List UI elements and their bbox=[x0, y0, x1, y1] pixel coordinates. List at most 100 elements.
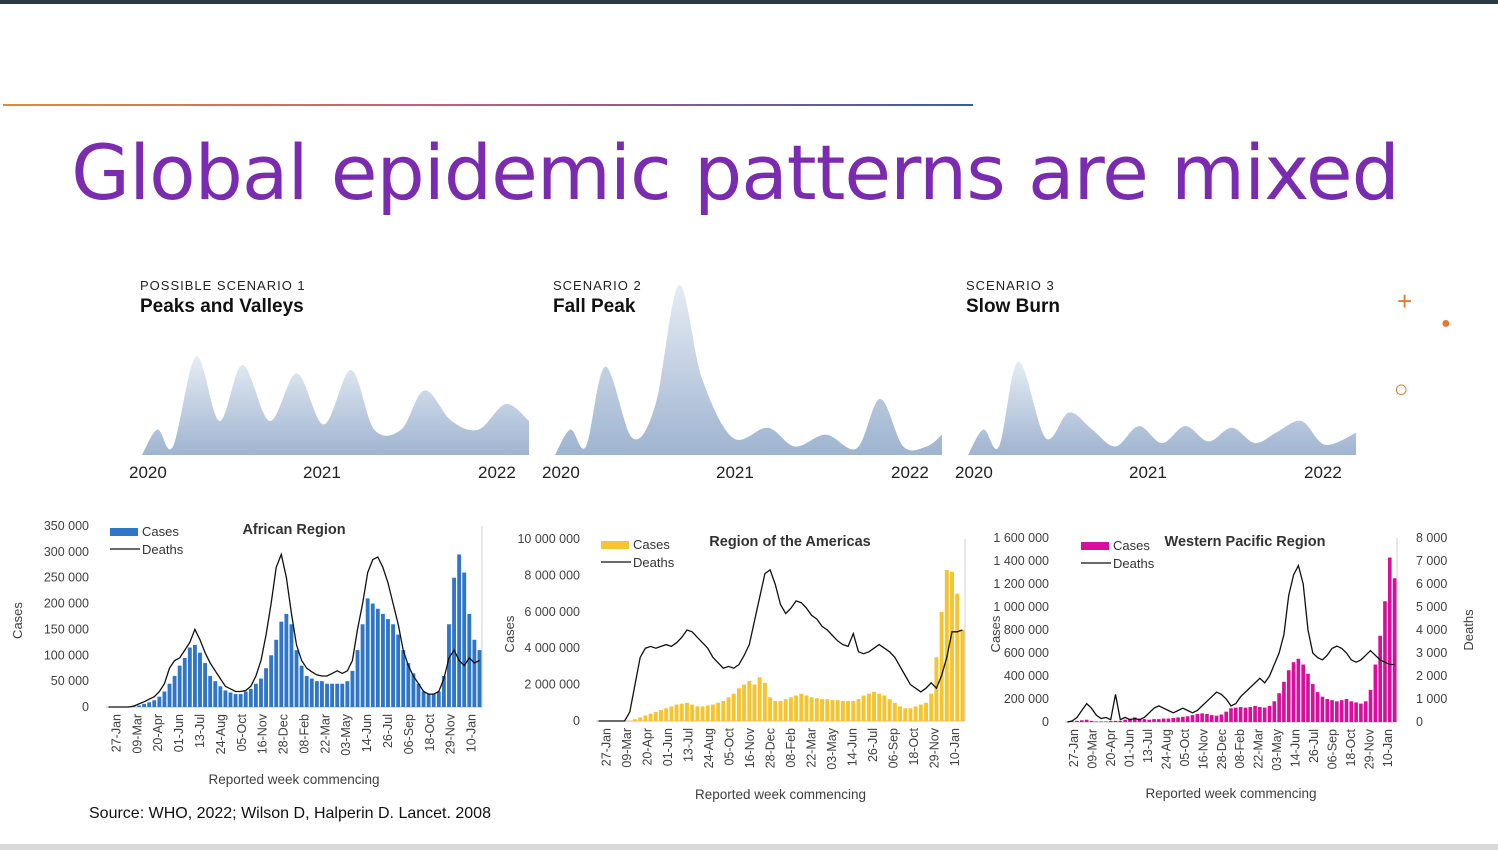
bar-cases bbox=[294, 650, 299, 707]
legend-cases-label: Cases bbox=[142, 524, 179, 539]
scenario-2-label: SCENARIO 2 bbox=[553, 278, 642, 293]
bar-cases bbox=[861, 695, 866, 721]
bar-cases bbox=[1094, 721, 1099, 722]
y-tick-label: 800 000 bbox=[1004, 623, 1049, 637]
bar-cases bbox=[203, 663, 208, 707]
bar-cases bbox=[1282, 681, 1286, 722]
x-tick-label: 03-May bbox=[825, 727, 839, 769]
y-tick-label: 150 000 bbox=[44, 622, 89, 636]
title-divider bbox=[3, 104, 973, 106]
bar-cases bbox=[1205, 713, 1209, 722]
bar-cases bbox=[142, 703, 147, 707]
scenario-2-name: Fall Peak bbox=[553, 296, 636, 317]
y2-tick-label: 8 000 bbox=[1416, 531, 1447, 545]
bar-cases bbox=[1118, 720, 1123, 722]
y-tick-label: 2 000 000 bbox=[524, 678, 580, 692]
legend-cases-swatch bbox=[601, 541, 629, 549]
x-tick-label: 05-Oct bbox=[235, 713, 249, 751]
bar-cases bbox=[856, 699, 861, 721]
bar-cases bbox=[757, 677, 762, 721]
bar-cases bbox=[1224, 711, 1229, 722]
bar-cases bbox=[1171, 717, 1176, 722]
bar-cases bbox=[752, 684, 757, 721]
bar-cases bbox=[924, 702, 928, 721]
x-tick-label: 28-Dec bbox=[1215, 729, 1229, 769]
chart-title: African Region bbox=[242, 522, 345, 538]
bar-cases bbox=[1243, 707, 1248, 722]
x-tick-label: 22-Mar bbox=[1252, 729, 1266, 769]
bar-cases bbox=[1214, 715, 1219, 722]
y2-tick-label: 6 000 bbox=[1416, 577, 1447, 591]
bar-cases bbox=[223, 690, 228, 707]
bar-cases bbox=[1219, 714, 1224, 722]
x-tick-label: 01-Jun bbox=[172, 714, 186, 752]
bar-cases bbox=[1291, 662, 1296, 722]
chart-2: 10 000 000 8 000 000 6 000 000 4 000 000 2 0… bbox=[502, 532, 966, 802]
scenario-2-area bbox=[555, 284, 942, 455]
bar-cases bbox=[794, 695, 799, 721]
bar-cases bbox=[1089, 720, 1094, 722]
bar-cases bbox=[157, 696, 162, 707]
bar-cases bbox=[950, 571, 954, 721]
legend-cases-swatch bbox=[1081, 542, 1109, 550]
x-tick-label: 20-Apr bbox=[151, 714, 165, 752]
y2-tick-label: 0 bbox=[1416, 715, 1423, 729]
y-tick-label: 6 000 000 bbox=[524, 605, 580, 619]
x-tick-label: 26-Jul bbox=[381, 714, 395, 748]
bar-cases bbox=[633, 719, 637, 721]
bar-cases bbox=[1233, 707, 1238, 722]
bar-cases bbox=[320, 681, 324, 707]
scenario-1-area bbox=[142, 356, 529, 455]
bar-cases bbox=[152, 700, 157, 707]
bar-cases bbox=[788, 697, 793, 721]
y-tick-label: 350 000 bbox=[44, 519, 89, 533]
y-axis-label: Cases bbox=[502, 615, 517, 652]
bar-cases bbox=[1166, 718, 1171, 722]
bar-cases bbox=[679, 703, 684, 721]
bar-cases bbox=[380, 613, 385, 707]
y2-tick-label: 3 000 bbox=[1416, 646, 1447, 660]
scenario-2-year-2021: 2021 bbox=[716, 463, 754, 482]
bar-cases bbox=[835, 700, 840, 721]
scenario-1-label: POSSIBLE SCENARIO 1 bbox=[140, 278, 306, 293]
bar-cases bbox=[1181, 716, 1185, 722]
x-tick-label: 26-Jul bbox=[1307, 729, 1321, 763]
x-tick-label: 01-Jun bbox=[1123, 729, 1137, 767]
bar-cases bbox=[643, 715, 648, 721]
bar-cases bbox=[462, 572, 467, 707]
bar-cases bbox=[913, 706, 918, 721]
x-tick-label: 20-Apr bbox=[640, 728, 654, 766]
bar-cases bbox=[172, 675, 177, 707]
x-tick-label: 22-Mar bbox=[318, 714, 332, 754]
bar-cases bbox=[340, 683, 345, 707]
chart-title: Western Pacific Region bbox=[1165, 534, 1326, 550]
bar-cases bbox=[726, 697, 731, 721]
bar-cases bbox=[1315, 692, 1320, 722]
bar-cases bbox=[274, 639, 279, 707]
bar-cases bbox=[309, 678, 314, 707]
bar-cases bbox=[218, 686, 223, 707]
bar-cases bbox=[939, 611, 944, 721]
bar-cases bbox=[1113, 720, 1118, 722]
x-tick-label: 14-Jun bbox=[845, 728, 859, 766]
bar-cases bbox=[243, 691, 248, 707]
bar-cases bbox=[1176, 717, 1180, 722]
bottom-border bbox=[0, 844, 1498, 850]
bar-cases bbox=[386, 619, 390, 707]
y-axis-label: Cases bbox=[988, 615, 1003, 652]
scenario-3-name: Slow Burn bbox=[966, 296, 1060, 317]
bar-cases bbox=[929, 693, 934, 721]
bar-cases bbox=[1359, 703, 1363, 722]
bar-cases bbox=[259, 678, 263, 707]
bar-cases bbox=[695, 706, 700, 721]
x-axis-label: Reported week commencing bbox=[695, 787, 866, 802]
bar-cases bbox=[1373, 664, 1378, 722]
bar-cases bbox=[375, 608, 380, 707]
legend-deaths-label: Deaths bbox=[1113, 556, 1155, 571]
x-tick-label: 24-Aug bbox=[1159, 729, 1173, 769]
bar-cases bbox=[1267, 705, 1272, 722]
bar-cases bbox=[299, 665, 304, 707]
bar-cases bbox=[436, 691, 441, 707]
bar-cases bbox=[658, 710, 663, 721]
bar-cases bbox=[908, 708, 913, 721]
